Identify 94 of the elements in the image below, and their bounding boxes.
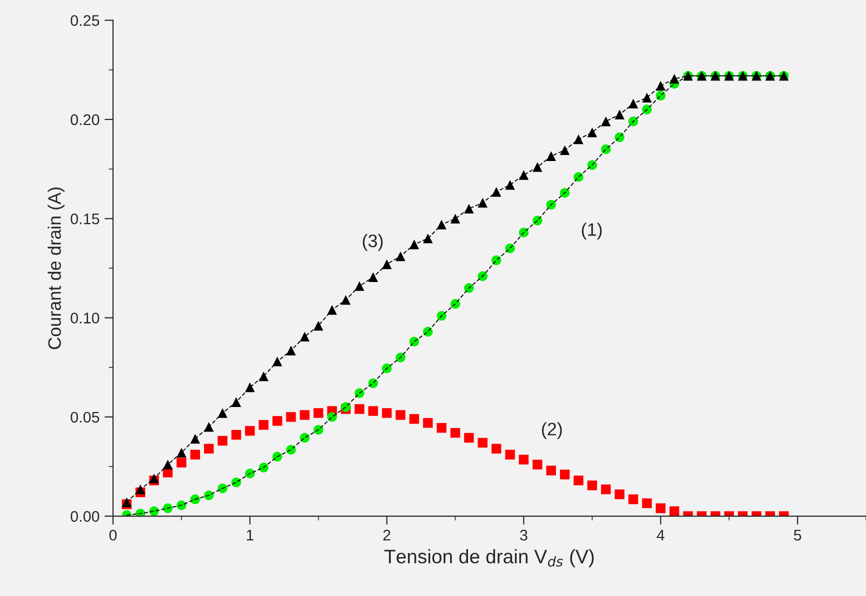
point [532,460,542,470]
point [382,259,392,270]
point [532,162,542,172]
point [258,420,268,430]
y-tick-label: 0.20 [70,114,100,126]
x-tick-label: 1 [246,530,254,540]
point [382,364,392,374]
point [628,98,638,108]
point [478,271,488,281]
point [464,283,474,293]
point [574,476,584,486]
point [546,466,556,476]
series-label: (3) [362,234,383,251]
point [614,489,624,500]
x-tick-label: 2 [383,530,390,540]
y-tick-label: 0.05 [70,412,100,423]
point [518,170,529,180]
point [560,145,570,156]
point [245,426,255,436]
y-tick-label: 0.15 [70,213,100,224]
point [642,92,652,102]
y-tick-label: 0.10 [70,312,100,324]
point [300,332,310,342]
point [190,450,200,460]
point [436,310,446,321]
point [478,198,488,208]
y-tick-label: 0.00 [70,511,100,522]
point [218,408,228,418]
point [546,200,556,210]
point [314,408,324,418]
x-tick-label: 3 [520,530,528,541]
point [409,240,420,250]
point [218,484,228,494]
point [423,418,433,428]
point [231,397,242,407]
point [614,110,624,120]
point [478,438,488,448]
series-label: (2) [542,422,562,440]
point [176,458,186,468]
point [300,410,310,420]
point [204,444,214,454]
point [560,188,570,198]
point [272,416,282,426]
point [176,448,186,458]
point [162,503,173,514]
y-axis-title: Courant de drain (A) [48,188,65,350]
point [642,104,652,114]
point [272,356,282,366]
x-tick-label: 5 [794,530,802,541]
point [464,204,474,214]
x-axis-title: Tension de drain V$_{ds}$ (V) [384,549,594,568]
point [396,410,406,420]
point [669,506,680,516]
point [314,320,324,331]
point [272,452,282,462]
point [642,498,652,508]
point [450,214,460,224]
series-label: (1) [582,222,602,240]
y-tick-label: 0.25 [70,15,100,26]
point [354,404,364,414]
point [464,432,474,443]
point [382,408,392,418]
point [245,468,255,478]
point [560,470,570,480]
point [218,436,228,446]
point [436,423,446,433]
point [505,180,515,190]
point [518,228,529,238]
point [628,494,638,504]
point [628,116,638,126]
point [286,346,296,356]
x-tick-label: 0 [109,530,117,541]
point [204,490,214,500]
point [368,406,378,416]
point [491,444,502,454]
point [601,484,611,494]
point [176,500,186,510]
point [368,272,378,282]
point [546,151,556,161]
point [656,503,666,514]
point [587,480,598,490]
point [314,424,324,435]
point [409,414,420,424]
point [505,450,515,460]
point [340,295,351,305]
point [518,454,529,464]
x-tick-label: 4 [656,530,664,540]
point [450,428,460,438]
point [601,116,611,126]
point [396,352,406,362]
point [231,430,242,440]
point [423,234,433,244]
point [450,299,460,309]
point [286,412,296,422]
